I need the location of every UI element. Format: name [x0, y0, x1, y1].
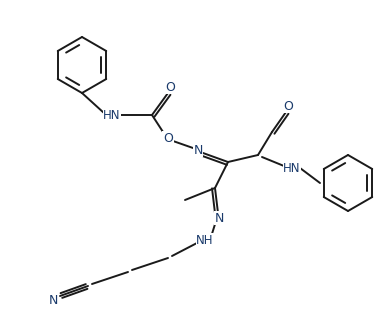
Text: HN: HN [103, 109, 121, 121]
Text: N: N [214, 212, 224, 224]
Text: O: O [165, 80, 175, 93]
Text: O: O [283, 99, 293, 112]
Text: N: N [194, 143, 203, 157]
Text: O: O [163, 131, 173, 144]
Text: NH: NH [196, 234, 214, 246]
Text: N: N [48, 294, 58, 307]
Text: HN: HN [283, 162, 301, 174]
